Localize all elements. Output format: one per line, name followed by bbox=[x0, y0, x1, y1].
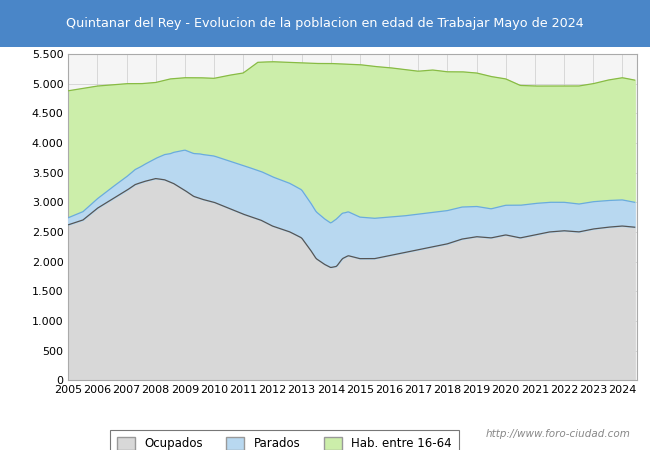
Text: http://www.foro-ciudad.com: http://www.foro-ciudad.com bbox=[486, 429, 630, 439]
Text: Quintanar del Rey - Evolucion de la poblacion en edad de Trabajar Mayo de 2024: Quintanar del Rey - Evolucion de la pobl… bbox=[66, 17, 584, 30]
Legend: Ocupados, Parados, Hab. entre 16-64: Ocupados, Parados, Hab. entre 16-64 bbox=[110, 430, 459, 450]
